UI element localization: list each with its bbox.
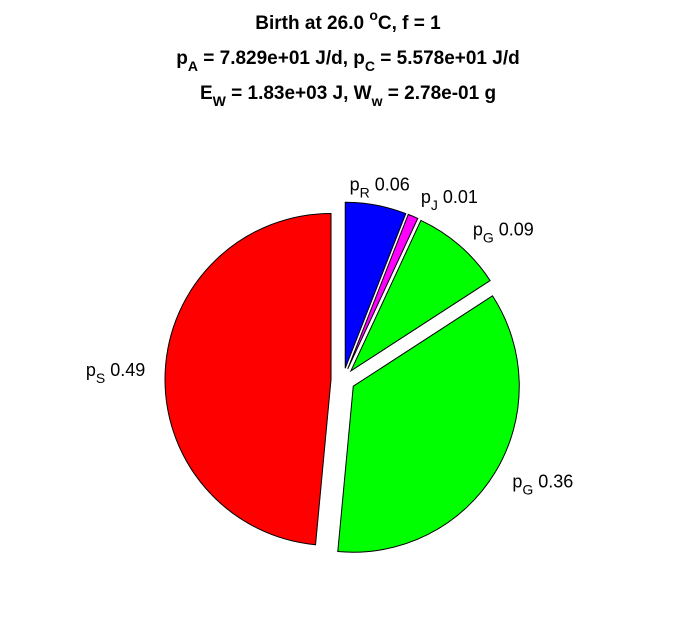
chart-title: pA = 7.829e+01 J/d, pC = 5.578e+01 J/d xyxy=(176,48,519,74)
slice-label: pS 0.49 xyxy=(86,360,145,386)
script-text: A xyxy=(188,58,198,74)
text-part: Birth at 26.0 xyxy=(255,13,369,34)
text-part: C, f = 1 xyxy=(378,13,441,34)
pie-slice xyxy=(337,295,520,553)
text-part: p xyxy=(86,360,96,380)
script-text: J xyxy=(431,197,438,213)
script-text: S xyxy=(96,369,105,385)
chart-title: Birth at 26.0 oC, f = 1 xyxy=(255,7,441,34)
text-part: p xyxy=(176,48,188,69)
slice-value: 0.09 xyxy=(499,219,534,239)
slice-value: 0.49 xyxy=(110,360,145,380)
script-text: w xyxy=(371,93,383,109)
script-text: C xyxy=(365,58,375,74)
text-part: p xyxy=(350,174,360,194)
text-part: E xyxy=(200,83,213,104)
text-part: = 5.578e+01 J/d xyxy=(375,48,520,69)
text-part: p xyxy=(473,219,483,239)
text-part: = 7.829e+01 J/d, p xyxy=(198,48,365,69)
text-part: p xyxy=(512,471,522,491)
pie-slice xyxy=(349,219,491,373)
text-part: p xyxy=(421,187,431,207)
script-text: W xyxy=(213,93,227,109)
pie-slice xyxy=(344,201,407,369)
script-text: G xyxy=(522,481,533,497)
pie-slice xyxy=(347,213,419,370)
text-part: = 2.78e-01 g xyxy=(383,83,497,104)
slice-label: pR 0.06 xyxy=(350,174,410,200)
pie-slice xyxy=(164,212,332,546)
slice-label: pG 0.36 xyxy=(512,471,573,497)
chart-title: EW = 1.83e+03 J, Ww = 2.78e-01 g xyxy=(200,83,496,109)
slice-label: pG 0.09 xyxy=(473,219,534,245)
slice-value: 0.06 xyxy=(375,174,410,194)
text-part: = 1.83e+03 J, W xyxy=(226,83,372,104)
slice-value: 0.01 xyxy=(443,187,478,207)
slice-value: 0.36 xyxy=(538,471,573,491)
script-text: o xyxy=(369,7,378,23)
script-text: R xyxy=(360,184,370,200)
script-text: G xyxy=(483,229,494,245)
slice-label: pJ 0.01 xyxy=(421,187,478,213)
